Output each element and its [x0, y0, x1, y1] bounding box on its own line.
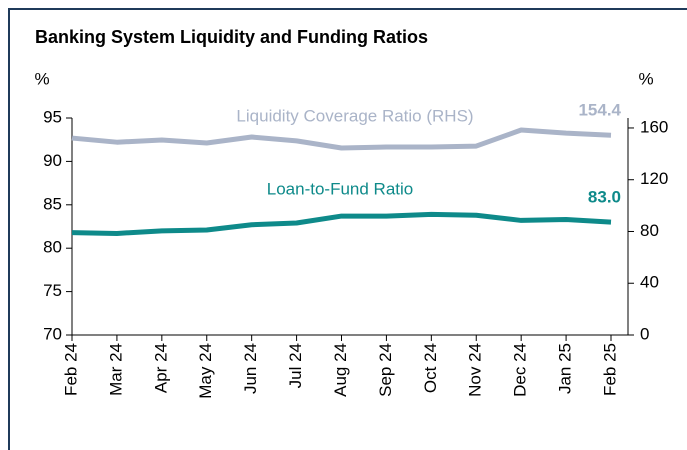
- y2-tick-label: 120: [640, 169, 668, 188]
- series-line: [71, 211, 612, 236]
- x-tick-label: Jan 25: [556, 343, 575, 394]
- y-tick-label: 80: [43, 238, 62, 257]
- x-tick-label: May 24: [196, 343, 215, 399]
- value-label: 154.4: [578, 101, 621, 120]
- x-tick-label: Jun 24: [241, 343, 260, 394]
- x-tick-label: Sep 24: [376, 343, 395, 397]
- x-tick-label: Oct 24: [421, 343, 440, 393]
- value-label: 83.0: [588, 188, 621, 207]
- y-tick-label: 75: [43, 281, 62, 300]
- y-tick-label: 90: [43, 151, 62, 170]
- y-axis-label: %: [34, 69, 49, 88]
- x-tick-label: Dec 24: [511, 343, 530, 397]
- x-tick-label: Apr 24: [151, 343, 170, 393]
- x-tick-label: Nov 24: [466, 343, 485, 397]
- y2-axis-label: %: [638, 69, 653, 88]
- x-tick-label: Aug 24: [331, 343, 350, 397]
- x-tick-label: Jul 24: [286, 343, 305, 388]
- y2-tick-label: 80: [640, 221, 659, 240]
- y2-tick-label: 0: [640, 324, 649, 343]
- frame: [8, 8, 687, 450]
- y2-tick-label: 40: [640, 273, 659, 292]
- x-tick-label: Feb 24: [61, 343, 80, 396]
- y2-tick-label: 160: [640, 117, 668, 136]
- series-label: Loan-to-Fund Ratio: [267, 179, 413, 198]
- series-label: Liquidity Coverage Ratio (RHS): [236, 106, 473, 125]
- y-tick-label: 70: [43, 324, 62, 343]
- chart-title: Banking System Liquidity and Funding Rat…: [35, 27, 428, 47]
- y-tick-label: 85: [43, 194, 62, 213]
- y-tick-label: 95: [43, 107, 62, 126]
- series-line: [71, 127, 612, 151]
- x-tick-label: Feb 25: [600, 343, 619, 396]
- x-tick-label: Mar 24: [106, 343, 125, 396]
